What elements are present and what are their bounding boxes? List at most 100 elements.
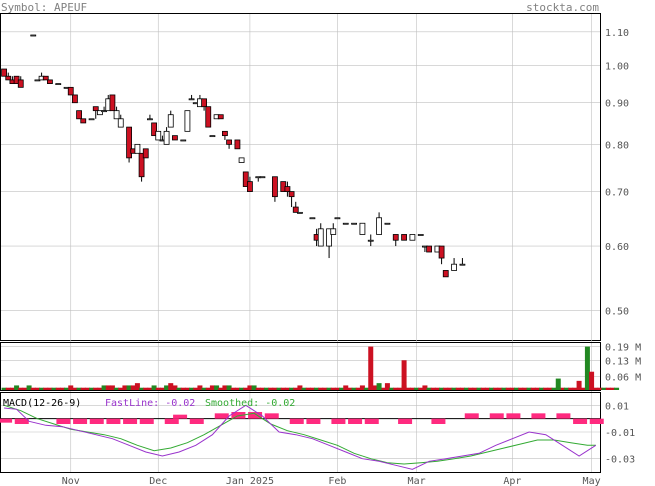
macd-histogram-bar — [464, 413, 479, 419]
volume-spike-bar — [589, 371, 595, 390]
volume-bar — [605, 387, 611, 390]
candle — [34, 79, 41, 82]
candle — [1, 68, 7, 77]
volume-bar — [284, 387, 290, 390]
price-tick-label: 0.60 — [605, 242, 629, 253]
candle-body — [134, 143, 141, 154]
macd-histogram-bar — [123, 418, 138, 424]
candle — [326, 228, 332, 259]
macd-tick-label: -0.03 — [605, 455, 635, 466]
price-tick-label: 0.90 — [605, 99, 629, 110]
volume-bar — [101, 385, 107, 390]
candle — [117, 114, 124, 128]
volume-bar — [64, 387, 70, 390]
macd-histogram-bar — [531, 413, 546, 419]
candle-body — [417, 234, 424, 236]
volume-bar — [51, 387, 57, 390]
volume-tick-label: 0.19 M — [605, 343, 641, 354]
volume-bar — [289, 387, 295, 390]
candle-body — [47, 79, 53, 85]
candle — [138, 152, 145, 182]
macd-histogram-bar — [73, 418, 88, 424]
volume-bar — [251, 385, 257, 390]
candle-body — [451, 263, 457, 271]
volume-bar — [147, 387, 153, 390]
volume-spike-bar — [376, 383, 382, 390]
candle-body — [234, 139, 241, 150]
volume-bar — [359, 385, 365, 390]
candle — [88, 118, 95, 121]
candle-body — [101, 110, 107, 113]
volume-bar — [43, 387, 49, 390]
volume-bar — [189, 387, 195, 390]
candle-body — [438, 245, 445, 259]
price-tick-label: 0.80 — [605, 140, 629, 151]
candle — [80, 118, 87, 124]
volume-panel-frame — [0, 342, 601, 391]
volume-bar — [414, 387, 420, 390]
volume-bar — [143, 387, 149, 390]
volume-bar — [551, 387, 557, 390]
candle-body — [142, 148, 149, 159]
candle — [438, 245, 445, 265]
volume-bar — [159, 387, 165, 390]
candle-body — [284, 186, 291, 192]
volume-bar — [197, 385, 203, 390]
candle — [109, 94, 116, 112]
price-tick-label: 1.00 — [605, 61, 629, 72]
candle-body — [72, 94, 78, 104]
candle — [142, 148, 149, 159]
volume-bar — [139, 387, 145, 390]
volume-bar — [164, 385, 170, 390]
macd-histogram-bar — [348, 418, 363, 424]
candle — [392, 234, 399, 247]
candle-body — [201, 98, 207, 108]
candle — [205, 106, 212, 128]
volume-bar — [68, 385, 74, 390]
site-watermark[interactable]: stockta.com — [526, 1, 599, 14]
volume-bar — [114, 387, 120, 390]
macd-tick-label: 0.01 — [605, 401, 629, 412]
macd-histogram-bar — [306, 418, 321, 424]
volume-tick-label: 0.13 M — [605, 356, 641, 367]
volume-bar — [255, 387, 261, 390]
macd-histogram-bar — [89, 418, 104, 424]
volume-spike-bar — [584, 346, 590, 390]
candle-body — [272, 176, 278, 198]
volume-bar — [268, 387, 274, 390]
volume-spike-bar — [368, 346, 374, 390]
candle-body — [205, 106, 212, 128]
volume-bar — [218, 387, 224, 390]
volume-bar — [380, 387, 386, 390]
volume-bar — [72, 387, 78, 390]
candle-body — [426, 245, 432, 253]
candle — [163, 127, 170, 145]
volume-bar — [572, 387, 578, 390]
macd-histogram-bar — [0, 418, 13, 423]
candle-body — [88, 118, 95, 121]
volume-bar — [543, 387, 549, 390]
candle — [459, 258, 466, 266]
volume-bar — [272, 387, 278, 390]
volume-bar — [330, 387, 336, 390]
volume-bar — [126, 385, 132, 390]
volume-bar — [105, 385, 111, 390]
price-tick-label: 1.10 — [605, 28, 629, 39]
candle — [342, 222, 349, 225]
volume-bar — [593, 387, 599, 390]
volume-bar — [239, 387, 245, 390]
macd-histogram-bar — [556, 413, 571, 419]
candle-body — [5, 75, 12, 81]
volume-bar — [34, 387, 40, 390]
candle-body — [172, 135, 178, 141]
candle-body — [80, 118, 87, 124]
volume-bar — [505, 387, 511, 390]
volume-bar — [93, 387, 99, 390]
candle-body — [163, 130, 170, 145]
macd-histogram-bar — [56, 418, 71, 424]
volume-bar — [568, 387, 574, 390]
volume-bar — [47, 387, 53, 390]
candle-body — [155, 130, 162, 141]
candle-body — [92, 106, 99, 112]
